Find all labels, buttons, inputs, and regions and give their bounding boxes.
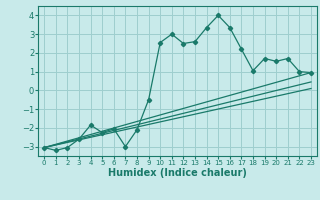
X-axis label: Humidex (Indice chaleur): Humidex (Indice chaleur) <box>108 168 247 178</box>
